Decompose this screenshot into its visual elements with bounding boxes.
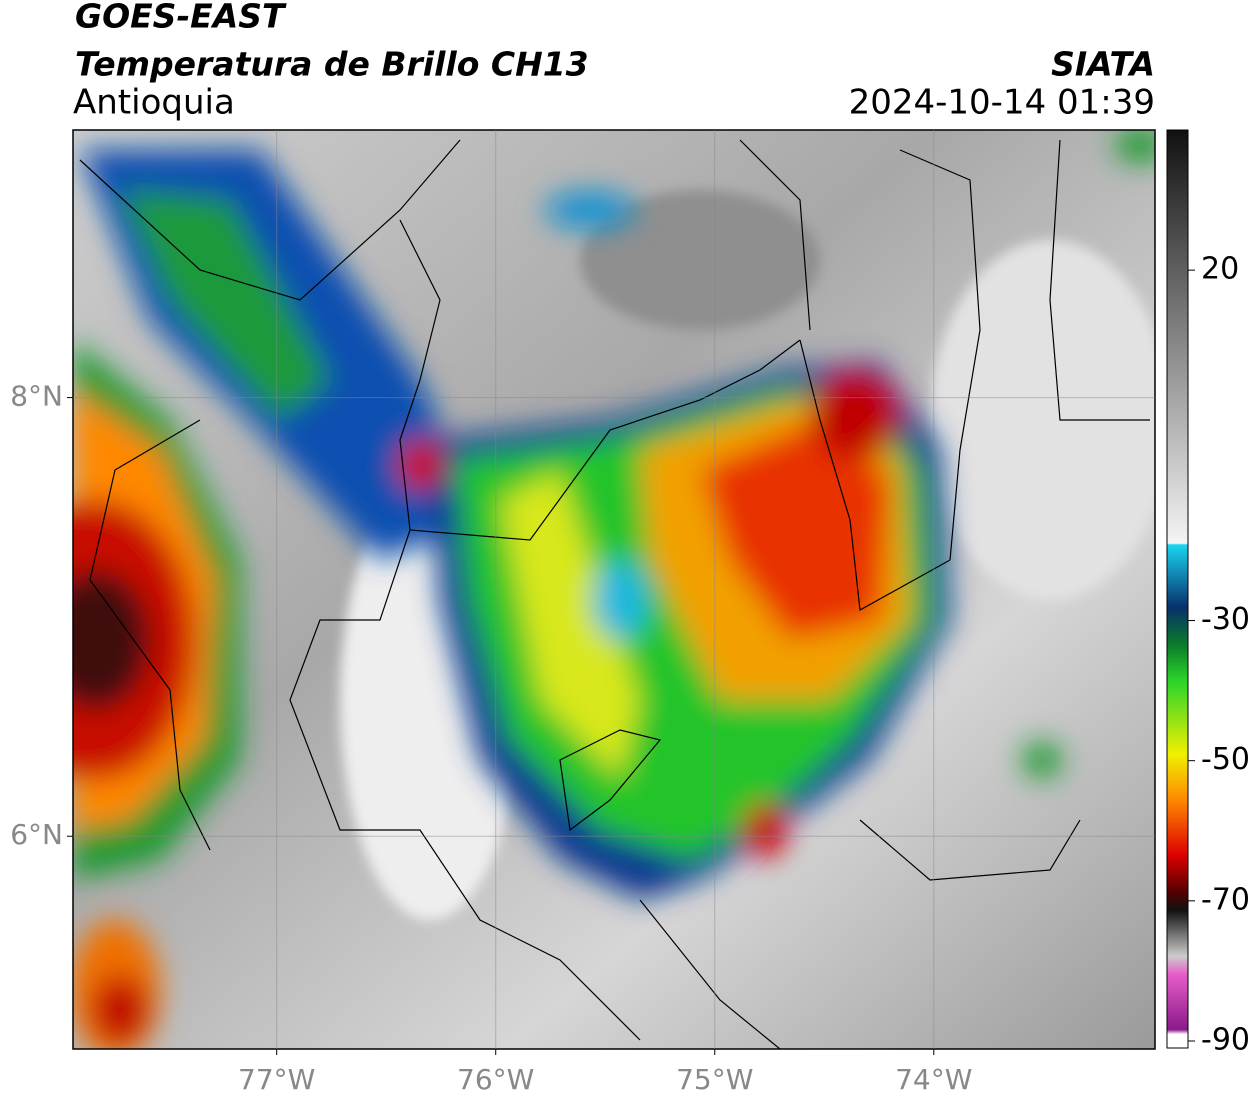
colorbar-tick-label: -90 (1201, 1022, 1250, 1057)
timestamp: 2024-10-14 01:39 (849, 83, 1155, 123)
source: SIATA (1051, 45, 1155, 84)
title: GOES-EAST (75, 0, 287, 36)
lon-tick-label: 77°W (238, 1063, 315, 1096)
region: Antioquia (73, 83, 235, 123)
colorbar (1166, 129, 1189, 1049)
colorbar-tick-label: -70 (1201, 882, 1250, 917)
subtitle: Temperatura de Brillo CH13 (75, 45, 589, 84)
colorbar-tick-label: -50 (1201, 742, 1250, 777)
colorbar-tick-label: 20 (1201, 252, 1239, 287)
lon-tick-label: 75°W (676, 1063, 753, 1096)
lon-tick-label: 76°W (457, 1063, 534, 1096)
borders (79, 139, 1150, 1049)
colorbar-tick-label: -30 (1201, 602, 1250, 637)
lon-tick-label: 74°W (895, 1063, 972, 1096)
lat-tick-label: 8°N (10, 380, 63, 413)
map-frame (72, 129, 1156, 1050)
lat-tick-label: 6°N (10, 818, 63, 851)
satellite-image (73, 130, 1155, 1049)
